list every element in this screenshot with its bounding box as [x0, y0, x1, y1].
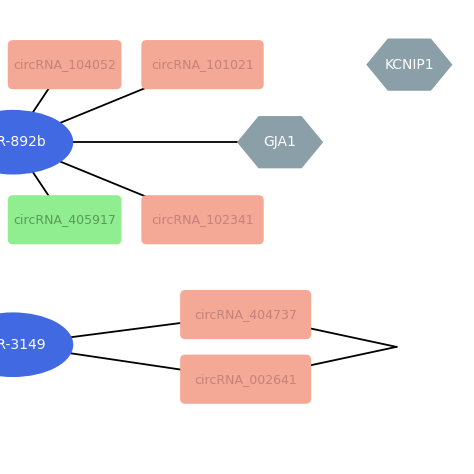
Text: KCNIP1: KCNIP1 — [384, 58, 434, 72]
Text: circRNA_404737: circRNA_404737 — [194, 308, 297, 321]
FancyBboxPatch shape — [141, 195, 264, 244]
FancyBboxPatch shape — [8, 40, 121, 89]
Text: miR-892b: miR-892b — [0, 135, 46, 149]
Text: circRNA_101021: circRNA_101021 — [151, 58, 254, 71]
Polygon shape — [366, 38, 453, 91]
Text: circRNA_102341: circRNA_102341 — [151, 213, 254, 226]
Text: circRNA_002641: circRNA_002641 — [194, 373, 297, 386]
FancyBboxPatch shape — [8, 195, 121, 244]
FancyBboxPatch shape — [180, 290, 311, 339]
Text: miR-3149: miR-3149 — [0, 338, 46, 352]
Polygon shape — [237, 116, 323, 168]
Ellipse shape — [0, 110, 73, 174]
Text: circRNA_405917: circRNA_405917 — [13, 213, 116, 226]
Text: circRNA_104052: circRNA_104052 — [13, 58, 116, 71]
FancyBboxPatch shape — [141, 40, 264, 89]
FancyBboxPatch shape — [180, 355, 311, 404]
Ellipse shape — [0, 312, 73, 377]
Text: GJA1: GJA1 — [264, 135, 297, 149]
